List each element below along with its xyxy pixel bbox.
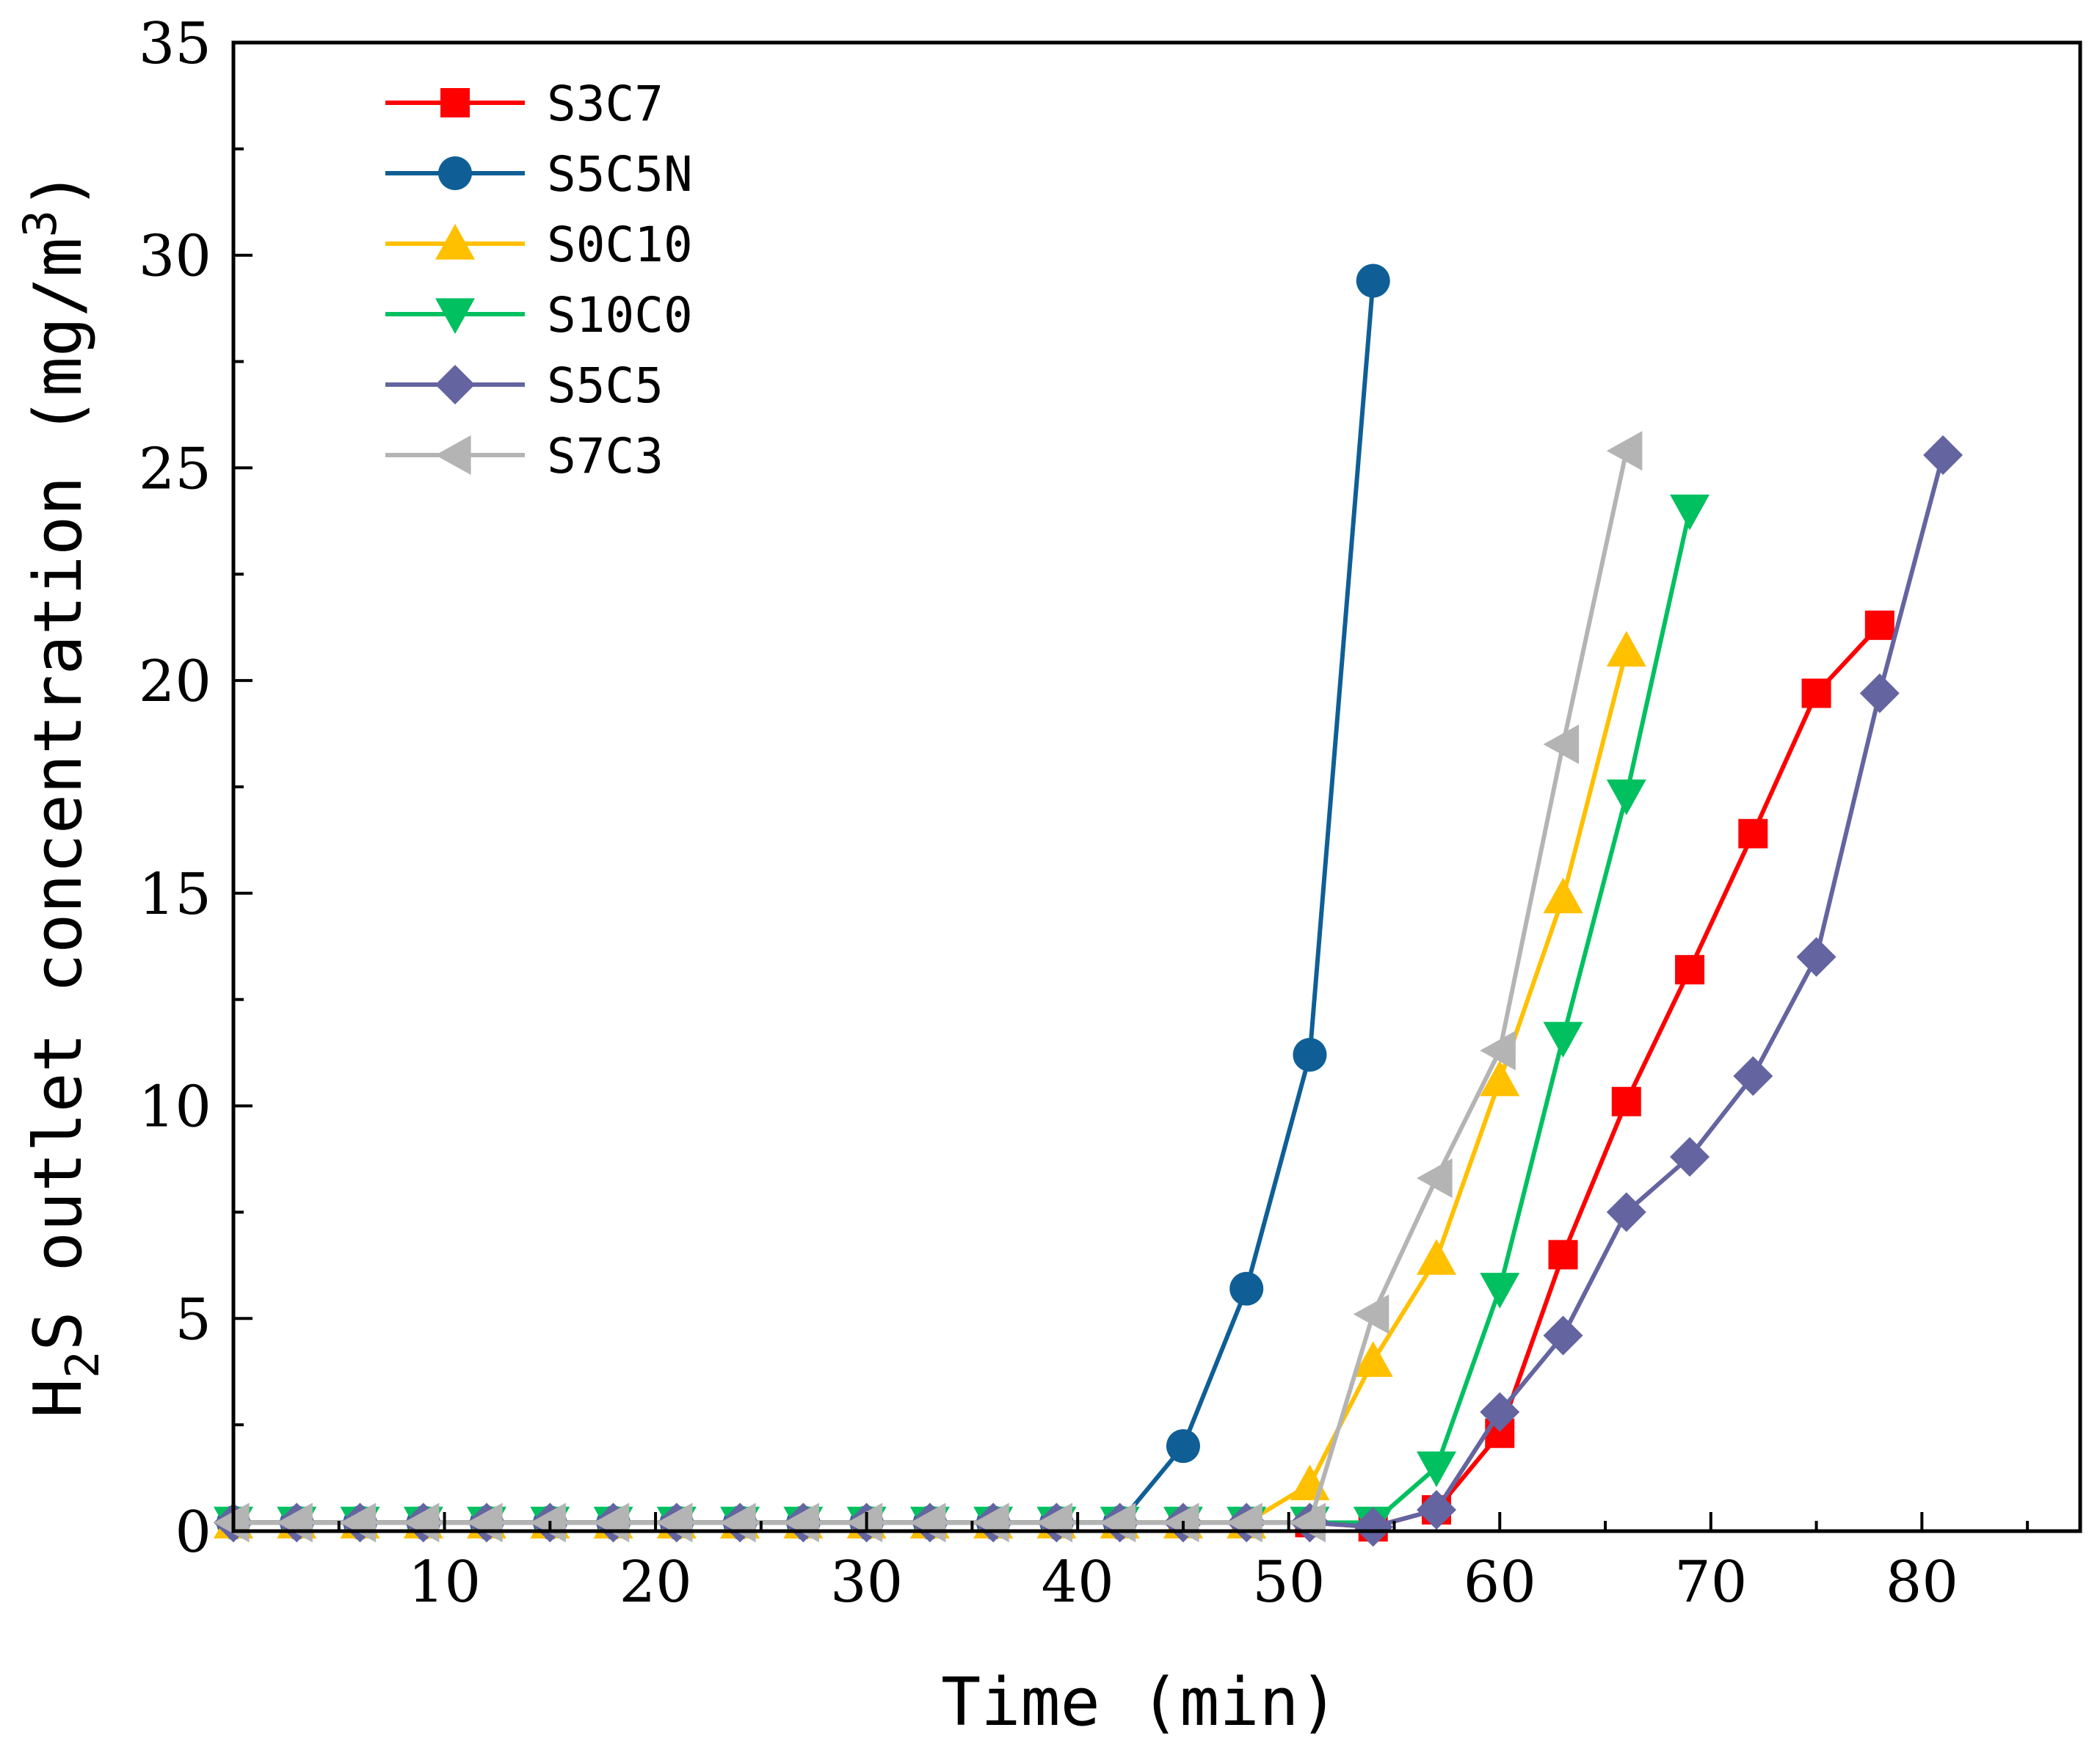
data-point-s3c7 bbox=[1675, 955, 1705, 985]
data-point-s5c5 bbox=[1606, 1192, 1646, 1232]
legend: S3C7 S5C5N S0C10 S10C0 S5C5 S7C3 bbox=[385, 76, 693, 484]
y-axis-title-subscript: 2 bbox=[56, 1351, 109, 1378]
x-axis-title: Time (min) bbox=[941, 1664, 1339, 1741]
data-point-s3c7 bbox=[1548, 1240, 1578, 1270]
data-point-s3c7 bbox=[1864, 610, 1894, 640]
data-point-s10c0 bbox=[1606, 779, 1646, 815]
legend-item-s0c10: S0C10 bbox=[385, 217, 693, 273]
data-point-s7c3 bbox=[1353, 1294, 1389, 1334]
data-point-s5c5n bbox=[1166, 1429, 1200, 1464]
data-point-s0c10 bbox=[1543, 877, 1583, 914]
axes-layer: 10 20 30 40 50 60 70 80 0 5 10 15 20 25 30 35 bbox=[139, 11, 2082, 1616]
y-tick-label: 25 bbox=[139, 436, 211, 502]
data-point-s5c5 bbox=[1353, 1507, 1393, 1547]
data-point-s10c0 bbox=[1543, 1022, 1583, 1058]
legend-label: S5C5N bbox=[547, 146, 693, 203]
x-tick-label: 10 bbox=[408, 1549, 481, 1616]
data-point-s3c7 bbox=[1738, 818, 1768, 849]
data-point-s7c3 bbox=[1416, 1158, 1453, 1199]
y-axis-title: H2S outlet concentration (mg/m3) bbox=[13, 170, 109, 1418]
data-point-s10c0 bbox=[1670, 494, 1710, 531]
x-tick-label: 30 bbox=[830, 1549, 903, 1616]
y-axis-title-middle: S outlet concentration (mg/m bbox=[20, 237, 97, 1351]
legend-marker bbox=[435, 224, 475, 260]
data-point-s5c5 bbox=[1670, 1137, 1710, 1177]
legend-marker bbox=[438, 156, 472, 190]
legend-item-s7c3: S7C3 bbox=[385, 428, 664, 484]
data-point-s7c3 bbox=[1480, 1031, 1516, 1071]
legend-item-s10c0: S10C0 bbox=[385, 287, 693, 344]
x-tick-label: 70 bbox=[1674, 1549, 1747, 1616]
data-point-s5c5n bbox=[1229, 1271, 1264, 1306]
y-tick-label: 30 bbox=[139, 224, 211, 290]
data-point-s3c7 bbox=[1801, 678, 1831, 708]
legend-label: S0C10 bbox=[547, 217, 693, 273]
legend-item-s3c7: S3C7 bbox=[385, 76, 664, 132]
data-point-s0c10 bbox=[1606, 631, 1646, 667]
data-point-s5c5 bbox=[1796, 937, 1836, 977]
data-point-s5c5 bbox=[1416, 1490, 1456, 1530]
data-point-s5c5 bbox=[1859, 673, 1900, 713]
data-point-s0c10 bbox=[1416, 1239, 1456, 1275]
legend-item-s5c5: S5C5 bbox=[385, 357, 664, 414]
data-point-s5c5n bbox=[1293, 1038, 1327, 1072]
x-tick-label: 60 bbox=[1464, 1549, 1536, 1616]
data-point-s0c10 bbox=[1353, 1341, 1393, 1377]
data-point-s5c5 bbox=[1543, 1315, 1583, 1356]
legend-label: S5C5 bbox=[547, 357, 664, 414]
x-tick-label: 40 bbox=[1042, 1549, 1114, 1616]
x-tick-label: 80 bbox=[1886, 1549, 1958, 1616]
data-point-s10c0 bbox=[1416, 1451, 1456, 1488]
y-tick-label: 35 bbox=[139, 11, 211, 77]
data-point-s7c3 bbox=[1543, 724, 1580, 765]
data-point-s5c5n bbox=[1356, 264, 1390, 298]
y-tick-label: 15 bbox=[139, 862, 211, 928]
data-point-s5c5 bbox=[1923, 435, 1963, 476]
legend-item-s5c5n: S5C5N bbox=[385, 146, 693, 203]
data-point-s5c5 bbox=[1733, 1056, 1773, 1097]
legend-marker bbox=[435, 435, 471, 475]
legend-marker bbox=[435, 365, 475, 404]
data-point-s0c10 bbox=[1480, 1060, 1520, 1097]
legend-label: S10C0 bbox=[547, 287, 693, 344]
data-point-s7c3 bbox=[1606, 431, 1643, 471]
x-tick-label: 50 bbox=[1252, 1549, 1325, 1616]
legend-label: S3C7 bbox=[547, 76, 664, 132]
y-axis-title-superscript: 3 bbox=[13, 210, 67, 237]
x-tick-label: 20 bbox=[619, 1549, 691, 1616]
legend-marker bbox=[435, 298, 475, 334]
y-tick-label: 10 bbox=[139, 1075, 211, 1141]
y-tick-label: 5 bbox=[175, 1287, 211, 1353]
data-point-s5c5 bbox=[1480, 1392, 1520, 1432]
y-axis-title-prefix: H bbox=[20, 1378, 97, 1418]
legend-marker bbox=[440, 88, 470, 117]
data-point-s10c0 bbox=[1480, 1273, 1520, 1309]
y-tick-label: 0 bbox=[175, 1500, 211, 1566]
legend-label: S7C3 bbox=[547, 428, 664, 484]
y-axis-title-suffix: ) bbox=[20, 170, 97, 210]
y-tick-label: 20 bbox=[139, 649, 211, 715]
data-point-s3c7 bbox=[1611, 1086, 1641, 1116]
